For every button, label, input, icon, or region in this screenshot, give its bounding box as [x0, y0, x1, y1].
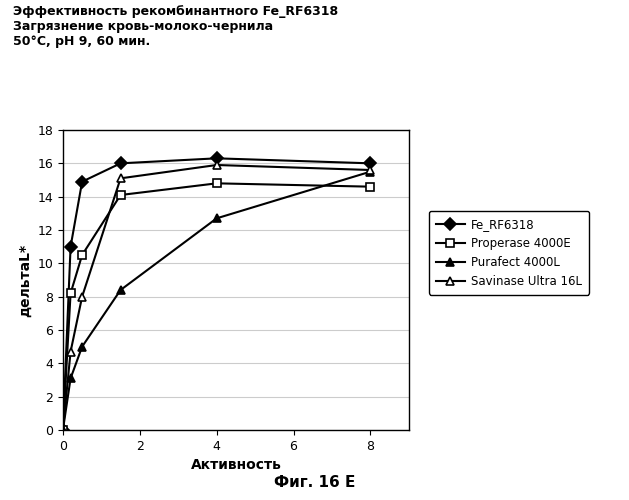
Purafect 4000L [67, 376, 74, 382]
X-axis label: Активность: Активность [191, 458, 281, 472]
Fe_RF6318 [117, 160, 125, 166]
Text: Фиг. 16 E: Фиг. 16 E [274, 475, 355, 490]
Properase 4000E [213, 180, 220, 186]
Fe_RF6318 [79, 178, 86, 184]
Purafect 4000L [79, 344, 86, 349]
Savinase Ultra 16L [117, 176, 125, 182]
Purafect 4000L [117, 287, 125, 293]
Legend: Fe_RF6318, Properase 4000E, Purafect 4000L, Savinase Ultra 16L: Fe_RF6318, Properase 4000E, Purafect 400… [428, 211, 589, 295]
Fe_RF6318 [59, 427, 67, 433]
Properase 4000E [79, 252, 86, 258]
Y-axis label: дельтаL*: дельтаL* [18, 244, 31, 316]
Purafect 4000L [59, 427, 67, 433]
Text: Эффективность рекомбинантного Fe_RF6318
Загрязнение кровь-молоко-чернила
50°C, p: Эффективность рекомбинантного Fe_RF6318 … [13, 5, 338, 48]
Purafect 4000L [213, 216, 220, 222]
Line: Fe_RF6318: Fe_RF6318 [58, 154, 375, 434]
Savinase Ultra 16L [367, 167, 374, 173]
Fe_RF6318 [67, 244, 74, 250]
Line: Purafect 4000L: Purafect 4000L [58, 168, 375, 434]
Properase 4000E [367, 184, 374, 190]
Line: Properase 4000E: Properase 4000E [58, 179, 375, 434]
Savinase Ultra 16L [67, 348, 74, 354]
Line: Savinase Ultra 16L: Savinase Ultra 16L [58, 161, 375, 434]
Properase 4000E [67, 290, 74, 296]
Savinase Ultra 16L [79, 294, 86, 300]
Savinase Ultra 16L [59, 427, 67, 433]
Properase 4000E [59, 427, 67, 433]
Savinase Ultra 16L [213, 162, 220, 168]
Purafect 4000L [367, 168, 374, 174]
Fe_RF6318 [367, 160, 374, 166]
Properase 4000E [117, 192, 125, 198]
Fe_RF6318 [213, 156, 220, 162]
